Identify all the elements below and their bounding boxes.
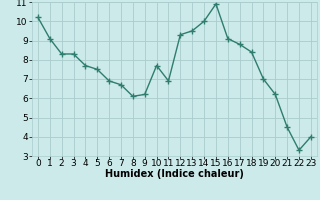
X-axis label: Humidex (Indice chaleur): Humidex (Indice chaleur) [105, 169, 244, 179]
